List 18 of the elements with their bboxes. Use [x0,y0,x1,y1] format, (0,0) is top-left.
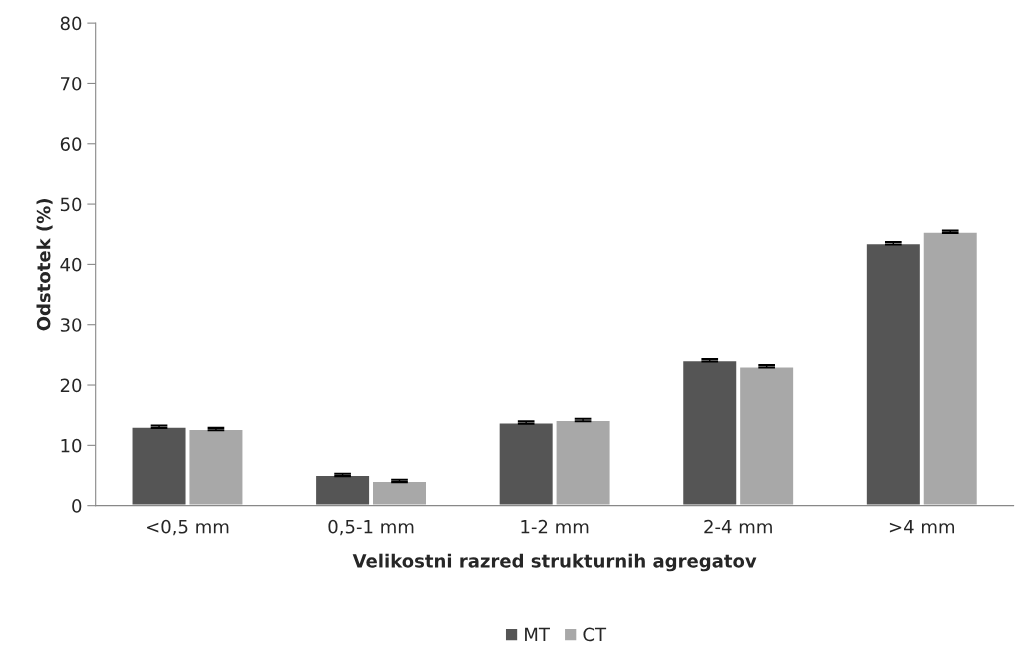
y-tick-label: 30 [60,318,82,332]
x-tick-label: 1-2 mm [521,519,589,534]
y-tick-label: 10 [61,438,82,453]
x-tick-label: <0,5 mm [147,519,229,536]
y-tick-label: 40 [60,257,82,272]
y-tick-label: 20 [60,378,82,393]
legend-label: MT [525,627,550,641]
legend-label: CT [583,627,607,642]
y-tick-label: 60 [60,137,82,151]
y-tick-label: 80 [60,16,82,31]
x-tick-label: 2-4 mm [704,519,772,534]
x-axis-title: Velikostni razred strukturnih agregatov [352,553,757,572]
x-tick-label: 0,5-1 mm [328,519,414,536]
y-tick-label: 50 [60,197,82,212]
y-tick-label: 0 [72,499,82,513]
y-tick-label: 70 [61,76,82,91]
y-axis-title: Odstotek (%) [36,199,53,331]
x-tick-label: >4 mm [889,520,955,534]
